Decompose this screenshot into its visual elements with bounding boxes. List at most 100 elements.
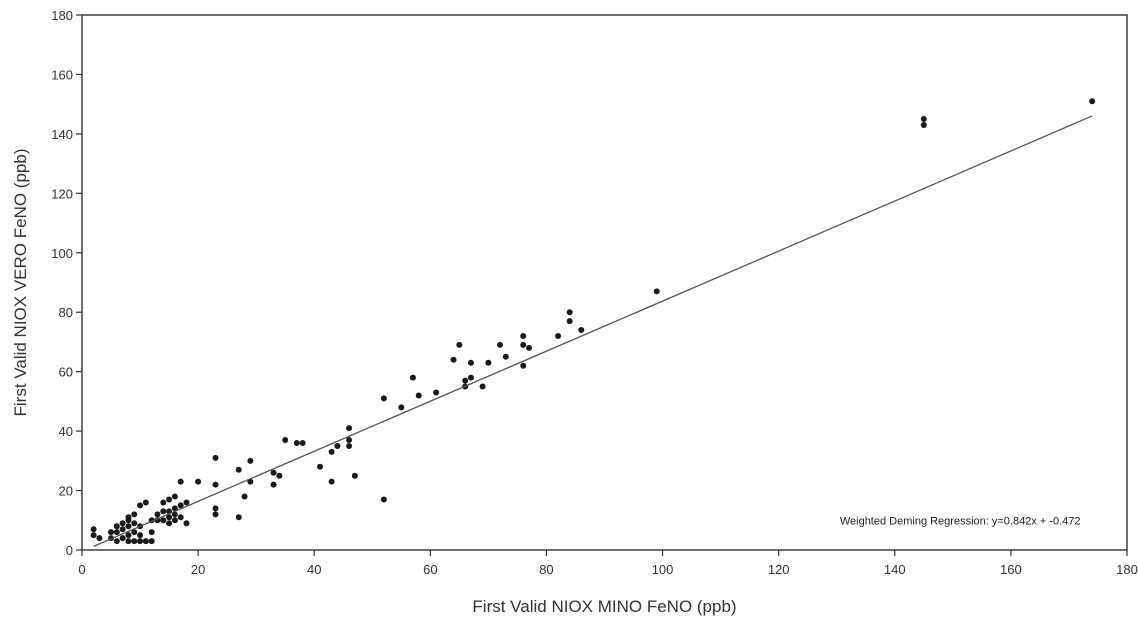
data-point: [125, 514, 132, 521]
x-tick-label: 120: [768, 562, 790, 577]
data-point: [113, 529, 120, 536]
data-point: [125, 532, 132, 539]
x-tick-label: 180: [1116, 562, 1138, 577]
data-point: [96, 535, 103, 542]
data-point: [171, 517, 178, 524]
data-point: [520, 333, 527, 339]
data-point: [171, 493, 178, 500]
data-point: [485, 359, 492, 366]
data-point: [328, 448, 335, 455]
data-points: [90, 98, 1096, 545]
data-point: [171, 505, 178, 512]
data-point: [653, 288, 660, 295]
data-point: [317, 463, 324, 470]
data-point: [119, 520, 126, 527]
data-point: [462, 377, 469, 384]
y-tick-label: 0: [66, 543, 73, 558]
data-point: [270, 469, 277, 476]
data-point: [526, 344, 533, 351]
data-point: [212, 505, 219, 512]
data-point: [409, 374, 416, 381]
data-point: [160, 517, 167, 524]
data-point: [142, 499, 149, 506]
x-tick-label: 140: [884, 562, 906, 577]
data-point: [183, 520, 190, 527]
data-point: [148, 529, 155, 536]
plot-frame: [81, 14, 1128, 551]
data-point: [334, 442, 341, 449]
x-tick-label: 20: [191, 562, 205, 577]
data-point: [212, 454, 219, 461]
y-tick-label: 40: [59, 424, 73, 439]
data-point: [166, 514, 173, 521]
data-point: [299, 440, 306, 446]
y-axis: 0 20 40 60 80 100 120 140 160 180: [51, 8, 82, 558]
data-point: [346, 437, 353, 444]
data-point: [235, 514, 242, 521]
data-point: [380, 395, 387, 402]
data-point: [125, 523, 132, 530]
regression-annotation: Weighted Deming Regression: y=0.842x + -…: [840, 516, 1081, 528]
data-point: [497, 341, 503, 348]
data-point: [177, 514, 184, 521]
data-point: [276, 472, 283, 479]
data-point: [398, 404, 405, 411]
data-point: [346, 442, 353, 449]
data-point: [578, 327, 585, 334]
data-point: [479, 383, 486, 390]
y-tick-label: 160: [51, 67, 73, 82]
data-point: [380, 496, 387, 503]
y-axis-title: First Valid NIOX VERO FeNO (ppb): [11, 149, 30, 417]
data-point: [177, 478, 184, 485]
data-point: [90, 526, 97, 533]
data-point: [171, 511, 178, 518]
data-point: [502, 353, 509, 360]
data-point: [113, 538, 120, 545]
x-tick-label: 40: [307, 562, 321, 577]
data-point: [415, 392, 422, 399]
data-point: [142, 538, 149, 545]
data-point: [520, 362, 527, 369]
data-point: [328, 478, 335, 485]
y-tick-label: 120: [51, 186, 73, 201]
regression-line: [93, 115, 1093, 547]
data-point: [456, 341, 463, 348]
data-point: [177, 502, 184, 509]
data-point: [131, 511, 138, 518]
data-point: [555, 333, 562, 339]
data-point: [125, 538, 132, 545]
data-point: [90, 532, 97, 539]
data-point: [183, 499, 190, 506]
data-point: [270, 481, 277, 488]
data-point: [131, 538, 138, 545]
data-point: [160, 499, 167, 506]
data-point: [148, 538, 155, 545]
data-point: [247, 457, 254, 464]
y-tick-label: 180: [51, 8, 73, 23]
data-point: [450, 356, 457, 363]
data-point: [166, 496, 173, 503]
y-tick-label: 140: [51, 127, 73, 142]
y-tick-label: 60: [59, 365, 73, 380]
y-tick-label: 80: [59, 305, 73, 320]
data-point: [119, 535, 126, 542]
data-point: [160, 508, 167, 515]
data-point: [195, 478, 202, 485]
data-point: [137, 532, 144, 539]
x-tick-label: 100: [652, 562, 674, 577]
data-point: [137, 538, 144, 545]
data-point: [467, 374, 474, 381]
data-point: [113, 523, 120, 530]
data-point: [293, 440, 300, 446]
data-point: [212, 481, 219, 488]
data-point: [1089, 98, 1096, 105]
data-point: [119, 526, 126, 533]
x-axis-title: First Valid NIOX MINO FeNO (ppb): [472, 597, 736, 616]
data-point: [520, 341, 527, 348]
data-point: [235, 466, 242, 473]
data-point: [346, 425, 353, 432]
data-point: [137, 502, 144, 509]
data-point: [108, 529, 115, 536]
data-point: [566, 318, 573, 325]
